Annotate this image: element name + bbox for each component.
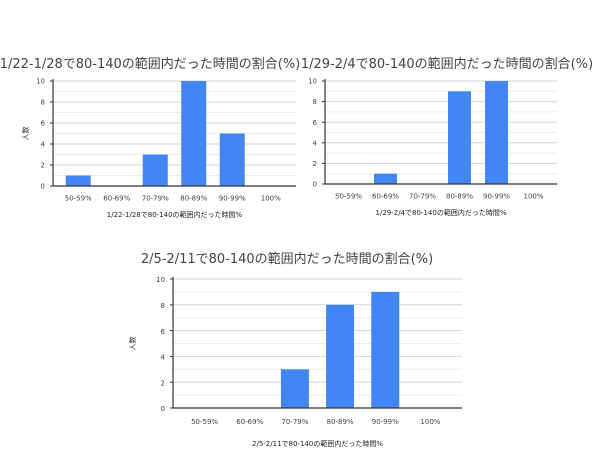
- bar-chart-2: 1/29-2/4で80-140の範囲内だった時間の割合(%) 0 2 4 6 8 10 50-…: [301, 56, 593, 217]
- y-tick-label: 6: [161, 328, 166, 336]
- chart-title: 1/29-2/4で80-140の範囲内だった時間の割合(%): [301, 56, 593, 72]
- x-tick-label: 50-59%: [191, 418, 218, 426]
- x-tick-label: 60-69%: [236, 418, 263, 426]
- y-tick-label: 10: [308, 78, 317, 86]
- x-axis-title: 2/5-2/11で80-140の範囲内だった時間%: [252, 439, 383, 448]
- x-tick-label: 70-79%: [142, 195, 169, 203]
- x-tick-label: 60-69%: [103, 195, 130, 203]
- bar-80-89%: [181, 81, 207, 186]
- x-tick-label: 90-99%: [219, 195, 246, 203]
- chart-title: 1/22-1/28で80-140の範囲内だった時間の割合(%): [0, 56, 300, 72]
- bar-50-59%: [65, 175, 91, 186]
- y-tick-label: 10: [36, 78, 45, 86]
- x-tick-label: 70-79%: [281, 418, 308, 426]
- bar-70-79%: [280, 369, 309, 408]
- y-tick-label: 8: [41, 99, 45, 107]
- y-tick-label: 10: [156, 276, 165, 284]
- x-tick-label: 50-59%: [65, 195, 92, 203]
- y-tick-label: 0: [41, 183, 45, 191]
- y-tick-label: 0: [161, 405, 165, 413]
- y-tick-label: 0: [313, 181, 317, 189]
- bar-chart-3: 2/5-2/11で80-140の範囲内だった時間の割合(%) 0 2 4 6 8 10 50-…: [128, 251, 462, 448]
- y-tick-label: 8: [313, 98, 317, 106]
- y-tick-label: 4: [313, 139, 318, 147]
- y-tick-label: 6: [41, 120, 46, 128]
- x-tick-label: 80-89%: [180, 195, 207, 203]
- x-tick-label: 60-69%: [372, 193, 399, 201]
- y-tick-label: 2: [313, 160, 317, 168]
- x-tick-label: 80-89%: [446, 193, 473, 201]
- x-tick-label: 90-99%: [372, 418, 399, 426]
- x-tick-label: 80-89%: [327, 418, 354, 426]
- x-tick-label: 100%: [420, 418, 440, 426]
- x-tick-label: 100%: [261, 195, 281, 203]
- bar-80-89%: [448, 91, 471, 184]
- bar-90-99%: [485, 81, 508, 184]
- x-tick-label: 50-59%: [335, 193, 362, 201]
- chart-title: 2/5-2/11で80-140の範囲内だった時間の割合(%): [141, 251, 433, 267]
- y-tick-label: 2: [41, 162, 45, 170]
- y-tick-label: 6: [313, 119, 318, 127]
- x-axis-title: 1/29-2/4で80-140の範囲内だった時間%: [376, 208, 507, 217]
- bar-chart-1: 1/22-1/28で80-140の範囲内だった時間の割合(%) 0 2 4 6 8 10 50…: [0, 56, 300, 219]
- y-tick-label: 2: [161, 379, 165, 387]
- y-tick-label: 8: [161, 302, 165, 310]
- y-tick-label: 4: [161, 354, 166, 362]
- bar-90-99%: [219, 133, 245, 186]
- x-tick-label: 100%: [523, 193, 543, 201]
- bar-80-89%: [326, 304, 355, 408]
- x-tick-label: 70-79%: [409, 193, 436, 201]
- x-tick-label: 90-99%: [483, 193, 510, 201]
- x-axis-title: 1/22-1/28で80-140の範囲内だった時間%: [107, 210, 243, 219]
- bar-90-99%: [371, 291, 400, 408]
- y-axis-title: 人数: [21, 127, 30, 141]
- bar-70-79%: [142, 154, 168, 186]
- bar-60-69%: [374, 173, 397, 184]
- y-tick-label: 4: [41, 141, 46, 149]
- y-axis-title: 人数: [128, 337, 137, 351]
